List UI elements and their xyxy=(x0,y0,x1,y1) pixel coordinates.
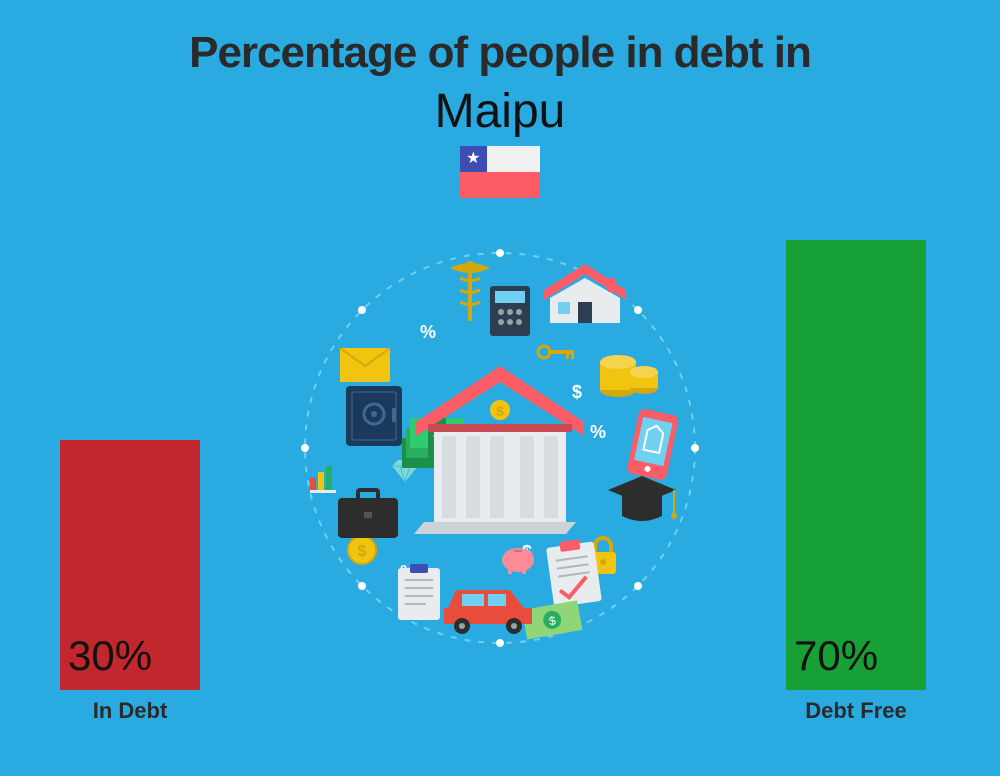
bar-label: In Debt xyxy=(60,698,200,724)
svg-text:%: % xyxy=(420,322,436,342)
bar-value: 70% xyxy=(794,632,878,680)
svg-text:$: $ xyxy=(496,403,504,419)
chile-flag-icon: ★ xyxy=(460,146,540,198)
svg-text:%: % xyxy=(590,422,606,442)
bar-debt-free: 70% xyxy=(786,240,926,690)
title-line-1: Percentage of people in debt in xyxy=(0,28,1000,78)
bar-value: 30% xyxy=(68,632,152,680)
finance-illustration: % % % $ $ xyxy=(290,238,710,658)
title-line-2: Maipu xyxy=(0,84,1000,139)
bar-label: Debt Free xyxy=(786,698,926,724)
svg-text:$: $ xyxy=(572,382,582,402)
svg-text:$: $ xyxy=(358,543,367,560)
bar-in-debt: 30% xyxy=(60,440,200,690)
